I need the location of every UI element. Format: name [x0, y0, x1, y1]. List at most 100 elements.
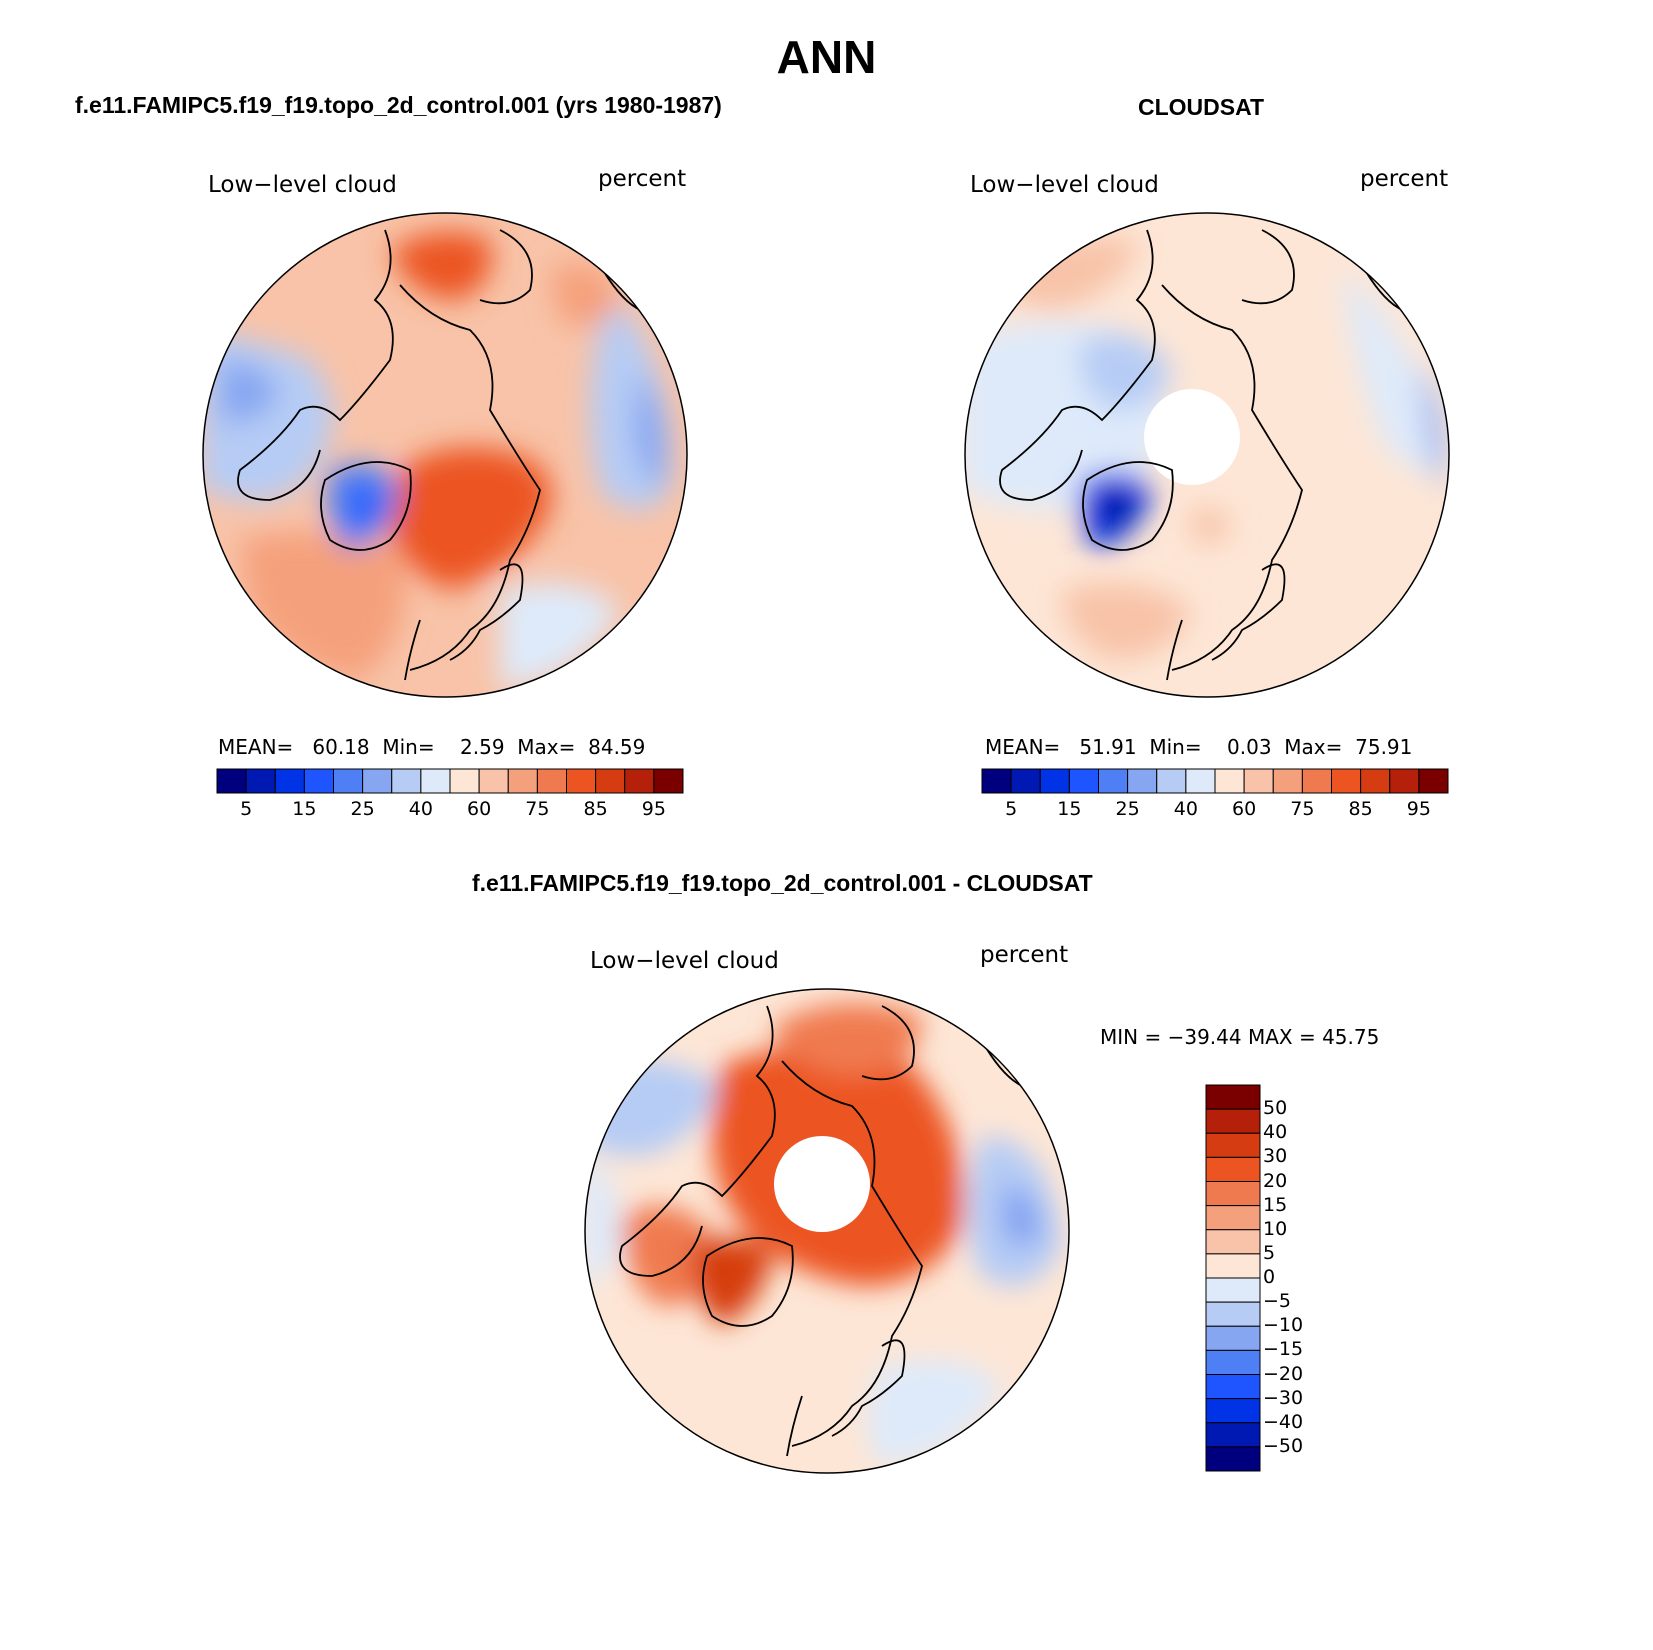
model-map-border	[202, 212, 688, 698]
obs-colorbar-box	[1156, 768, 1187, 794]
obs-variable-label: Low−level cloud	[970, 172, 1159, 198]
diff-colorbar-box	[1205, 1301, 1261, 1327]
model-colorbar-tick-label: 85	[583, 798, 608, 820]
diff-colorbar-box	[1205, 1446, 1261, 1472]
obs-colorbar-box	[1418, 768, 1449, 794]
diff-colorbar-box	[1205, 1398, 1261, 1424]
model-colorbar-box	[216, 768, 247, 794]
model-colorbar-tick-label: 15	[292, 798, 317, 820]
model-colorbar	[216, 768, 684, 794]
diff-colorbar-box	[1205, 1374, 1261, 1400]
obs-min-value: 0.03	[1227, 735, 1272, 759]
diff-colorbar-tick-label: 40	[1263, 1121, 1288, 1144]
diff-colorbar-box	[1205, 1181, 1261, 1207]
diff-map-border	[584, 988, 1070, 1474]
obs-panel-header: CLOUDSAT	[1138, 94, 1265, 120]
diff-colorbar-tick-label: 10	[1263, 1217, 1288, 1240]
diff-colorbar-tick-label: −5	[1263, 1290, 1292, 1313]
model-colorbar-box	[595, 768, 626, 794]
model-colorbar-box	[303, 768, 334, 794]
obs-colorbar-box	[1272, 768, 1303, 794]
obs-mean-value: 51.91	[1079, 735, 1137, 759]
obs-polar-map	[964, 212, 1450, 698]
model-colorbar-tick-label: 95	[641, 798, 666, 820]
model-colorbar-box	[420, 768, 451, 794]
obs-colorbar	[981, 768, 1449, 794]
diff-colorbar	[1205, 1084, 1261, 1472]
obs-map-border	[964, 212, 1450, 698]
model-colorbar-tick-label: 25	[350, 798, 375, 820]
diff-region-siberia-neg	[1002, 1186, 1042, 1246]
diff-colorbar-box	[1205, 1132, 1261, 1158]
diff-colorbar-tick-label: 15	[1263, 1193, 1288, 1216]
model-colorbar-box	[507, 768, 538, 794]
model-colorbar-box	[449, 768, 480, 794]
model-min-label: Min=	[382, 735, 435, 759]
diff-colorbar-tick-label: −20	[1263, 1362, 1304, 1385]
obs-colorbar-box	[1331, 768, 1362, 794]
obs-max-value: 75.91	[1355, 735, 1413, 759]
diff-region-europe-neg	[867, 1359, 1002, 1466]
obs-colorbar-box	[1098, 768, 1129, 794]
diff-colorbar-tick-label: −40	[1263, 1410, 1304, 1433]
model-colorbar-box	[536, 768, 567, 794]
obs-colorbar-box	[1360, 768, 1391, 794]
diff-minmax-text: MIN = −39.44 MAX = 45.75	[1100, 1025, 1380, 1049]
model-colorbar-box	[391, 768, 422, 794]
obs-region-arctic-low	[1080, 334, 1172, 410]
model-panel-header: f.e11.FAMIPC5.f19_f19.topo_2d_control.00…	[75, 92, 722, 118]
obs-colorbar-box	[981, 768, 1012, 794]
model-colorbar-box	[362, 768, 393, 794]
diff-colorbar-box	[1205, 1229, 1261, 1255]
model-max-value: 84.59	[588, 735, 646, 759]
model-region-greenland-core	[350, 487, 380, 526]
model-colorbar-box	[274, 768, 305, 794]
obs-colorbar-box	[1243, 768, 1274, 794]
diff-colorbar-tick-label: −30	[1263, 1386, 1304, 1409]
obs-region-barents-mid	[1192, 507, 1232, 544]
obs-region-greenland-core	[1102, 492, 1132, 526]
diff-colorbar-box	[1205, 1205, 1261, 1231]
obs-colorbar-tick-label: 25	[1115, 798, 1140, 820]
obs-pole-missing	[1144, 389, 1240, 485]
diff-region-pacific-neg	[585, 1156, 622, 1286]
model-region-atlantic-mid	[240, 532, 405, 680]
diff-colorbar-tick-label: 0	[1263, 1266, 1276, 1288]
model-colorbar-tick-label: 75	[525, 798, 550, 820]
obs-colorbar-box	[1185, 768, 1216, 794]
model-region-alaska-low	[220, 360, 280, 422]
obs-colorbar-box	[1214, 768, 1245, 794]
obs-min-label: Min=	[1149, 735, 1202, 759]
model-region-barents-high	[390, 447, 552, 590]
obs-colorbar-box	[1127, 768, 1158, 794]
model-mean-label: MEAN=	[218, 735, 294, 759]
figure-title: ANN	[776, 31, 877, 83]
model-region-siberia-low	[634, 370, 667, 490]
obs-max-label: Max=	[1284, 735, 1343, 759]
diff-colorbar-box	[1205, 1156, 1261, 1182]
diff-colorbar-box	[1205, 1422, 1261, 1448]
obs-colorbar-box	[1068, 768, 1099, 794]
obs-region-siberia-low	[1422, 360, 1445, 490]
diff-colorbar-box	[1205, 1253, 1261, 1279]
obs-colorbar-tick-label: 5	[1005, 798, 1018, 820]
obs-region-atlantic-mid	[1062, 583, 1192, 660]
diff-units-label: percent	[980, 942, 1069, 968]
obs-colorbar-tick-label: 85	[1348, 798, 1373, 820]
obs-colorbar-tick-label: 15	[1057, 798, 1082, 820]
model-min-value: 2.59	[460, 735, 505, 759]
model-colorbar-box	[333, 768, 364, 794]
diff-region-greenland-max	[692, 1238, 772, 1326]
obs-units-label: percent	[1360, 166, 1449, 192]
model-colorbar-tick-label: 5	[240, 798, 253, 820]
diff-colorbar-box	[1205, 1349, 1261, 1375]
diff-colorbar-tick-label: 5	[1263, 1241, 1276, 1264]
diff-panel-header: f.e11.FAMIPC5.f19_f19.topo_2d_control.00…	[472, 870, 1093, 896]
model-region-pacific-high	[390, 232, 492, 300]
model-colorbar-box	[245, 768, 276, 794]
obs-mean-label: MEAN=	[985, 735, 1061, 759]
obs-colorbar-tick-label: 75	[1290, 798, 1315, 820]
obs-colorbar-tick-label: 95	[1406, 798, 1431, 820]
diff-colorbar-tick-label: 30	[1263, 1145, 1288, 1168]
diff-colorbar-tick-label: 20	[1263, 1169, 1288, 1192]
